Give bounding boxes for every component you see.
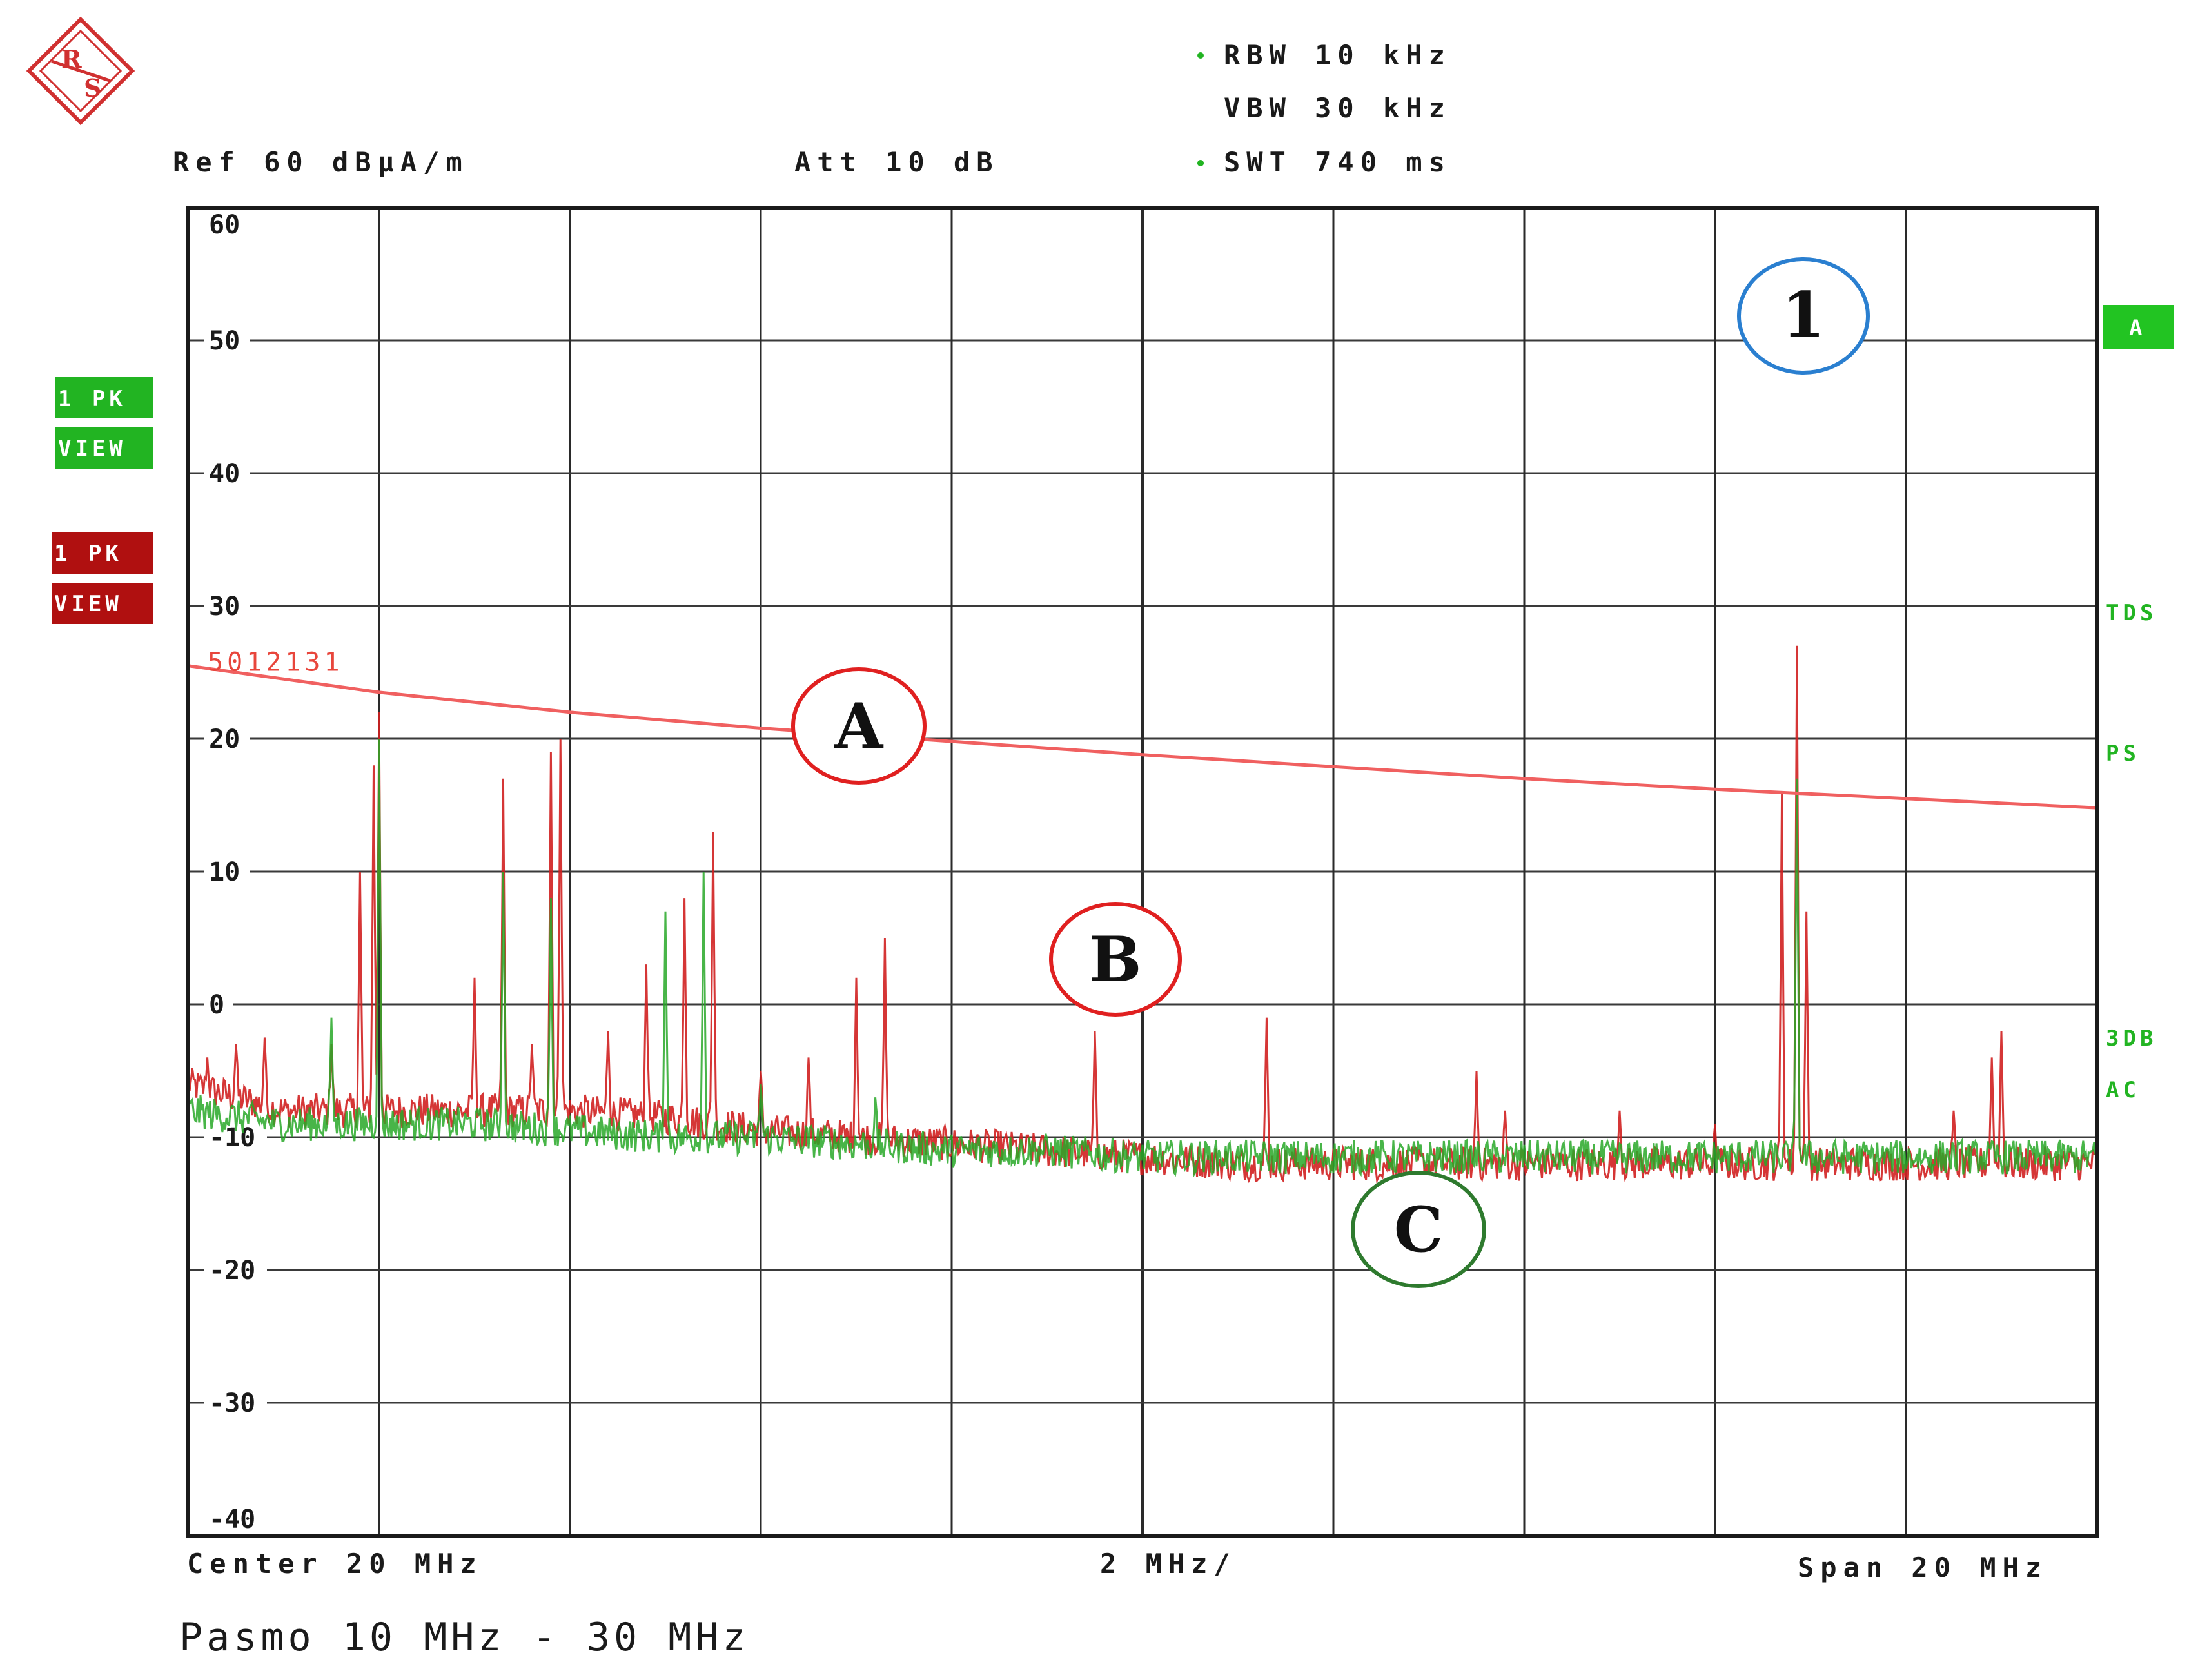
trace1-badge-red-line1: 1 PK xyxy=(54,541,123,567)
callout-a: A xyxy=(791,667,927,785)
svg-text:R: R xyxy=(61,44,82,73)
ps-indicator: PS xyxy=(2106,741,2140,767)
plot-area: 60 50 40 30 20 10 0 -10 -20 -30 -40 xyxy=(186,192,2099,1548)
center-frequency-label: Center 20 MHz xyxy=(187,1548,483,1579)
callout-c-label: C xyxy=(1394,1193,1443,1266)
y-tick-label: 50 xyxy=(209,326,240,356)
y-tick-label-bg xyxy=(204,1387,267,1416)
callout-b-label: B xyxy=(1089,923,1141,996)
trace1-badge-green-line1: 1 PK xyxy=(58,386,126,412)
y-tick-label-bg xyxy=(204,989,233,1017)
y-tick-label: -40 xyxy=(209,1505,255,1534)
y-tick-labels: 60 50 40 30 20 10 0 -10 -20 -30 -40 xyxy=(204,192,267,1548)
span-label: Span 20 MHz xyxy=(1798,1552,2048,1583)
y-tick-label: -30 xyxy=(209,1389,255,1418)
y-tick-label: 20 xyxy=(209,725,240,754)
tds-indicator: TDS xyxy=(2106,600,2157,626)
y-tick-label-bg xyxy=(204,325,250,353)
y-tick-label: 60 xyxy=(209,210,240,240)
callout-1-label: 1 xyxy=(1782,278,1825,351)
frequency-range-caption: Pasmo 10 MHz - 30 MHz xyxy=(179,1615,750,1660)
y-tick-label: 40 xyxy=(209,459,240,489)
y-tick-label: 10 xyxy=(209,857,240,887)
limit-line-label: 5012131 xyxy=(208,648,344,678)
traces xyxy=(187,645,2098,1184)
y-tick-label: -20 xyxy=(209,1256,255,1285)
callout-1: 1 xyxy=(1737,257,1870,375)
trace1-badge-red-line2: VIEW xyxy=(54,591,123,617)
rbw-label: RBW 10 kHz xyxy=(1224,39,1451,71)
y-tick-label: -10 xyxy=(209,1123,255,1153)
swt-coupling-dot xyxy=(1197,160,1204,166)
y-tick-label-bg xyxy=(204,591,250,619)
rohde-schwarz-logo: R S xyxy=(26,16,135,126)
callout-b: B xyxy=(1049,902,1182,1017)
attenuation-label: Att 10 dB xyxy=(794,146,999,178)
y-tick-label: 0 xyxy=(209,990,224,1020)
y-tick-label: 30 xyxy=(209,592,240,621)
3db-indicator: 3DB xyxy=(2106,1026,2157,1051)
svg-text:S: S xyxy=(84,73,101,103)
a-badge-box xyxy=(2103,305,2174,349)
vbw-label: VBW 30 kHz xyxy=(1224,92,1451,124)
y-tick-label-bg xyxy=(204,723,250,752)
trace1-badge-red: 1 PK VIEW xyxy=(52,532,153,624)
y-tick-label-bg xyxy=(204,1255,267,1283)
plot-border xyxy=(186,206,2099,1538)
limit-line xyxy=(188,664,2097,810)
y-tick-label-bg xyxy=(204,856,250,884)
frequency-per-division-label: 2 MHz/ xyxy=(1100,1548,1237,1579)
ref-level-label: Ref 60 dBµA/m xyxy=(173,146,469,178)
callout-c: C xyxy=(1351,1171,1486,1288)
trace-green xyxy=(187,738,2098,1178)
swt-label: SWT 740 ms xyxy=(1224,146,1451,178)
ac-indicator: AC xyxy=(2106,1077,2140,1103)
y-tick-label-bg xyxy=(204,458,250,486)
a-badge: A xyxy=(2129,315,2146,341)
rbw-coupling-dot xyxy=(1197,52,1204,59)
grid xyxy=(187,206,2098,1537)
callout-a-label: A xyxy=(834,690,884,763)
trace1-badge-green-line2: VIEW xyxy=(58,436,126,462)
trace1-badge-green: 1 PK VIEW xyxy=(55,377,153,469)
